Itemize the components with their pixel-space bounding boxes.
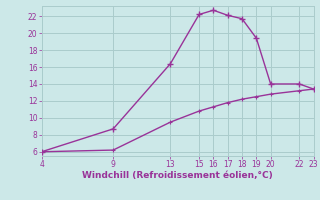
X-axis label: Windchill (Refroidissement éolien,°C): Windchill (Refroidissement éolien,°C) <box>82 171 273 180</box>
